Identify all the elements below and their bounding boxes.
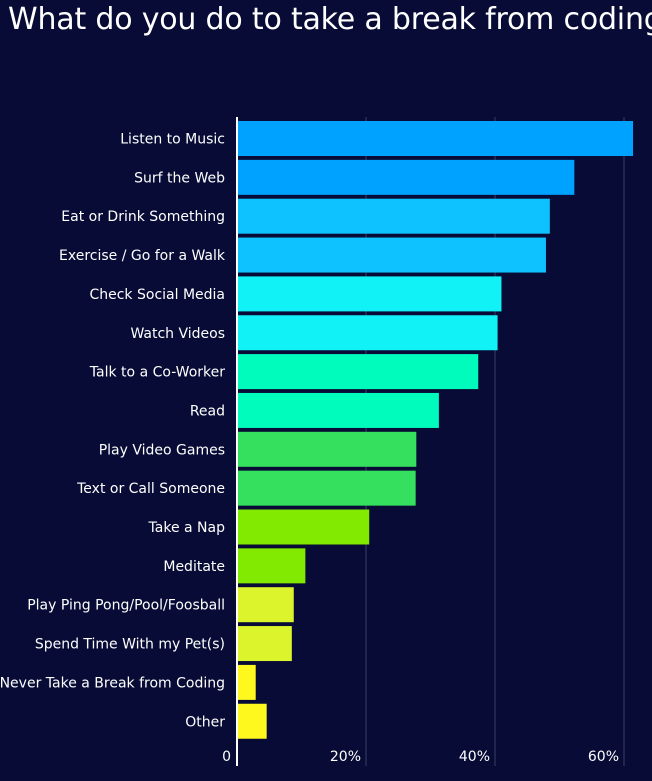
bar xyxy=(237,703,267,739)
x-tick-labels: 0 20% 40% 60% xyxy=(222,749,619,765)
x-tick-label: 40% xyxy=(459,749,490,765)
chart-title: What do you do to take a break from codi… xyxy=(8,2,652,37)
bar xyxy=(237,392,439,428)
x-tick-label: 0 xyxy=(222,749,231,765)
x-tick-label: 60% xyxy=(588,749,619,765)
category-label: Meditate xyxy=(163,559,225,575)
bar xyxy=(237,237,546,273)
category-labels: Listen to Music Surf the Web Eat or Drink … xyxy=(0,132,226,731)
category-label: Check Social Media xyxy=(89,287,225,303)
bar xyxy=(237,431,417,467)
bar xyxy=(237,276,502,312)
category-label: Text or Call Someone xyxy=(76,481,225,497)
category-label: Play Ping Pong/Pool/Foosball xyxy=(27,598,225,614)
category-label: Never Take a Break from Coding xyxy=(0,675,225,691)
category-label: Talk to a Co-Worker xyxy=(89,365,225,381)
bar xyxy=(237,159,575,195)
bar xyxy=(237,198,550,234)
category-label: Play Video Games xyxy=(99,442,225,458)
category-label: Exercise / Go for a Walk xyxy=(59,248,226,264)
bar xyxy=(237,509,370,545)
bar xyxy=(237,587,294,623)
bar xyxy=(237,664,256,700)
bar xyxy=(237,470,416,506)
bar xyxy=(237,626,292,662)
category-label: Other xyxy=(185,714,225,730)
category-label: Surf the Web xyxy=(134,170,225,186)
bars xyxy=(237,121,634,739)
bar xyxy=(237,354,479,390)
category-label: Listen to Music xyxy=(120,132,225,148)
bar xyxy=(237,548,306,584)
category-label: Read xyxy=(190,403,225,419)
bar xyxy=(237,315,498,351)
category-label: Spend Time With my Pet(s) xyxy=(35,637,225,653)
category-label: Take a Nap xyxy=(148,520,226,536)
x-tick-label: 20% xyxy=(330,749,361,765)
bar xyxy=(237,121,634,156)
category-label: Watch Videos xyxy=(130,326,225,342)
category-label: Eat or Drink Something xyxy=(61,209,225,225)
